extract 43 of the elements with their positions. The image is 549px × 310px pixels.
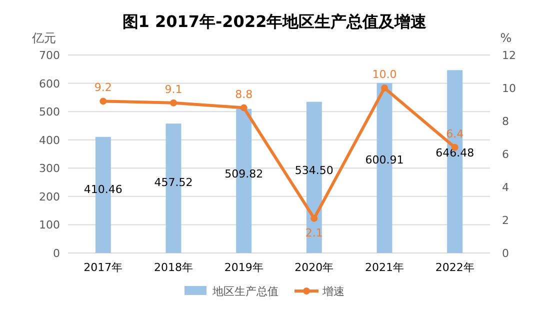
x-tick-label: 2018年 bbox=[154, 261, 193, 274]
data-label: 457.52 bbox=[154, 176, 193, 189]
y2-tick-label: 4 bbox=[502, 181, 509, 194]
y-tick-label: 200 bbox=[39, 190, 60, 204]
y-axis-title: 亿元 bbox=[31, 31, 56, 45]
point bbox=[240, 104, 248, 112]
chart-title: 图1 2017年-2022年地区生产总值及增速 bbox=[122, 12, 428, 31]
x-tick-label: 2017年 bbox=[84, 261, 123, 274]
data-label: 509.82 bbox=[224, 168, 264, 181]
y-tick-label: 400 bbox=[39, 134, 60, 147]
data-label: 646.48 bbox=[436, 146, 474, 160]
x-tick-label: 2020年 bbox=[294, 261, 334, 274]
data-label: 410.46 bbox=[84, 183, 122, 196]
y-tick-label: 600 bbox=[39, 77, 60, 90]
y-tick-label: 500 bbox=[39, 106, 60, 119]
y2-tick-label: 6 bbox=[502, 148, 509, 161]
point bbox=[170, 99, 177, 106]
y2-tick-label: 12 bbox=[502, 49, 516, 62]
data-label: 9.2 bbox=[94, 81, 112, 94]
y2-tick-label: 8 bbox=[502, 115, 509, 128]
data-label: 6.4 bbox=[446, 127, 464, 140]
x-tick-label: 2021年 bbox=[365, 261, 404, 274]
y-tick-label: 300 bbox=[39, 162, 60, 176]
y2-tick-label: 2 bbox=[502, 214, 509, 227]
x-tick-label: 2022年 bbox=[435, 261, 474, 274]
data-label: 9.1 bbox=[164, 82, 182, 96]
data-label: 8.8 bbox=[235, 88, 253, 101]
y2-tick-label: 10 bbox=[502, 82, 516, 95]
data-label: 600.91 bbox=[365, 154, 404, 167]
y2-tick-label: 0 bbox=[502, 247, 509, 260]
legend-label: 地区生产总值 bbox=[212, 285, 278, 298]
y-tick-label: 700 bbox=[39, 49, 60, 62]
point bbox=[381, 84, 388, 92]
data-label: 10.0 bbox=[372, 68, 397, 81]
data-label: 2.1 bbox=[305, 226, 323, 240]
y-tick-label: 0 bbox=[53, 247, 60, 260]
y-tick-label: 100 bbox=[39, 218, 60, 232]
y2-axis-title: % bbox=[500, 31, 512, 45]
legend-label: 增速 bbox=[322, 285, 344, 298]
point bbox=[310, 214, 318, 222]
data-label: 534.50 bbox=[294, 164, 334, 177]
point bbox=[100, 98, 107, 105]
x-tick-label: 2019年 bbox=[224, 261, 264, 274]
